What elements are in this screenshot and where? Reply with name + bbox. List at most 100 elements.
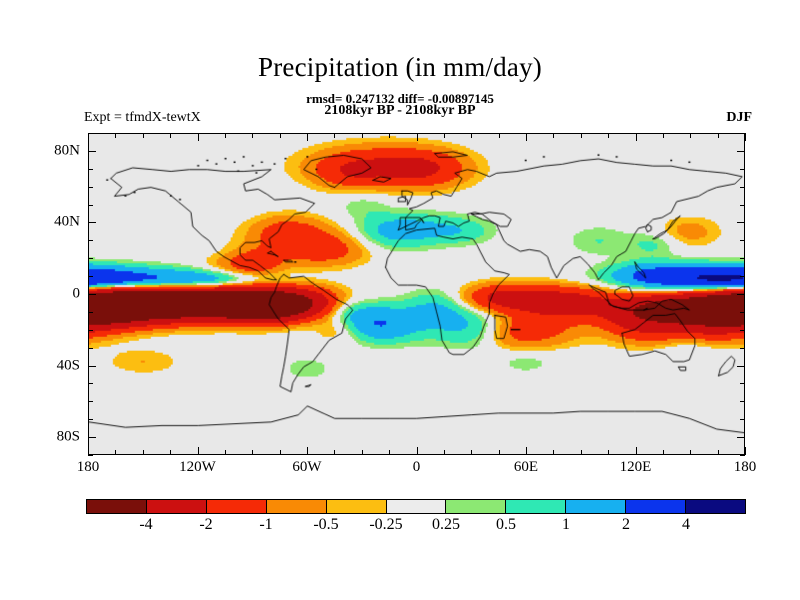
x-tick-minor — [279, 450, 281, 455]
y-tick-right — [740, 204, 745, 206]
x-tick-minor — [197, 447, 199, 455]
x-tick-minor-top — [553, 133, 555, 138]
colorbar-tick-7: 1 — [562, 516, 570, 533]
x-tick-minor-top — [115, 133, 117, 138]
page-title: Precipitation (in mm/day) — [258, 52, 542, 82]
colorbar — [86, 499, 746, 514]
y-tick-right — [740, 401, 745, 403]
y-tick — [88, 347, 93, 349]
y-tick-right — [740, 133, 745, 134]
y-tick — [88, 401, 93, 403]
y-tick — [88, 383, 93, 385]
y-tick — [88, 437, 96, 439]
y-tick-right — [740, 276, 745, 278]
colorbar-segment-10 — [685, 500, 745, 513]
y-tick-right — [737, 365, 745, 367]
y-tick — [88, 222, 96, 224]
colorbar-tick-4: -0.25 — [369, 516, 403, 533]
y-tick — [88, 365, 96, 367]
x-tick-minor — [608, 450, 610, 455]
y-tick-right — [737, 150, 745, 152]
x-tick-minor — [307, 447, 308, 455]
x-tick-minor-top — [197, 133, 199, 141]
y-tick — [88, 204, 93, 206]
period-subtitle: 2108kyr BP - 2108kyr BP — [324, 103, 476, 118]
x-tick-minor — [745, 447, 746, 455]
x-tick-minor — [170, 450, 172, 455]
y-tick — [88, 240, 93, 242]
y-tick — [88, 276, 93, 278]
x-axis-label-0: 180 — [76, 459, 100, 475]
colorbar-tick-2: -1 — [259, 516, 273, 533]
y-axis-label-2: 0 — [72, 285, 81, 302]
y-tick-right — [740, 347, 745, 349]
x-tick-minor-top — [170, 133, 172, 138]
x-tick-minor-top — [279, 133, 281, 138]
y-tick — [88, 455, 93, 456]
precipitation-anomaly-map — [89, 134, 744, 454]
x-tick-minor — [580, 450, 582, 455]
colorbar-segment-3 — [265, 500, 326, 513]
y-tick-right — [740, 311, 745, 313]
x-tick-minor-top — [526, 133, 527, 141]
y-axis-label-1: 40N — [54, 213, 80, 230]
x-tick-minor-top — [361, 133, 363, 138]
y-axis-label-3: 40S — [56, 357, 80, 374]
colorbar-tick-9: 4 — [682, 516, 690, 533]
x-tick-minor — [690, 450, 692, 455]
y-tick — [88, 150, 96, 152]
x-tick-minor-top — [498, 133, 500, 138]
x-tick-minor-top — [717, 133, 719, 138]
experiment-label: Expt = tfmdX-tewtX — [84, 110, 201, 125]
stats-subtitle: rmsd= 0.247132 diff= -0.00897145 — [306, 91, 494, 106]
y-tick — [88, 186, 93, 188]
x-tick-minor-top — [224, 133, 226, 138]
x-tick-minor — [526, 447, 527, 455]
x-tick-minor-top — [471, 133, 473, 138]
y-tick — [88, 168, 93, 170]
x-tick-minor — [88, 447, 89, 455]
x-tick-minor — [662, 450, 664, 455]
y-tick-right — [737, 294, 745, 295]
y-tick-right — [740, 258, 745, 260]
colorbar-segment-1 — [145, 500, 206, 513]
colorbar-tick-3: -0.5 — [313, 516, 339, 533]
x-tick-minor-top — [334, 133, 336, 138]
x-tick-minor — [498, 450, 500, 455]
x-tick-minor — [416, 447, 418, 455]
y-tick — [88, 311, 93, 313]
x-tick-minor-top — [580, 133, 582, 138]
y-tick — [88, 294, 96, 295]
y-tick-right — [740, 240, 745, 242]
colorbar-segment-4 — [325, 500, 386, 513]
colorbar-segment-9 — [625, 500, 686, 513]
colorbar-tick-8: 2 — [622, 516, 630, 533]
colorbar-tick-6: 0.5 — [496, 516, 516, 533]
x-tick-minor-top — [88, 133, 89, 141]
y-tick-right — [740, 419, 745, 421]
x-tick-minor — [252, 450, 254, 455]
x-axis-label-5: 120E — [619, 459, 652, 475]
colorbar-tick-5: 0.25 — [432, 516, 460, 533]
x-tick-minor — [115, 450, 117, 455]
y-axis-label-0: 80N — [54, 142, 80, 159]
x-tick-minor-top — [443, 133, 445, 138]
x-axis-label-3: 0 — [412, 459, 421, 475]
x-tick-minor-top — [690, 133, 692, 138]
x-tick-minor-top — [635, 133, 637, 141]
x-tick-minor-top — [745, 133, 746, 141]
x-tick-minor — [389, 450, 391, 455]
x-tick-minor-top — [608, 133, 610, 138]
y-tick-right — [740, 455, 745, 456]
y-tick-right — [737, 222, 745, 224]
x-tick-minor — [471, 450, 473, 455]
x-tick-minor — [334, 450, 336, 455]
x-axis-label-6: 180 — [733, 459, 757, 475]
colorbar-tick-0: -4 — [139, 516, 153, 533]
x-tick-minor — [553, 450, 555, 455]
y-tick — [88, 419, 93, 421]
x-tick-minor-top — [307, 133, 308, 141]
x-tick-minor — [717, 450, 719, 455]
y-tick — [88, 258, 93, 260]
x-axis-label-2: 60W — [292, 459, 322, 475]
